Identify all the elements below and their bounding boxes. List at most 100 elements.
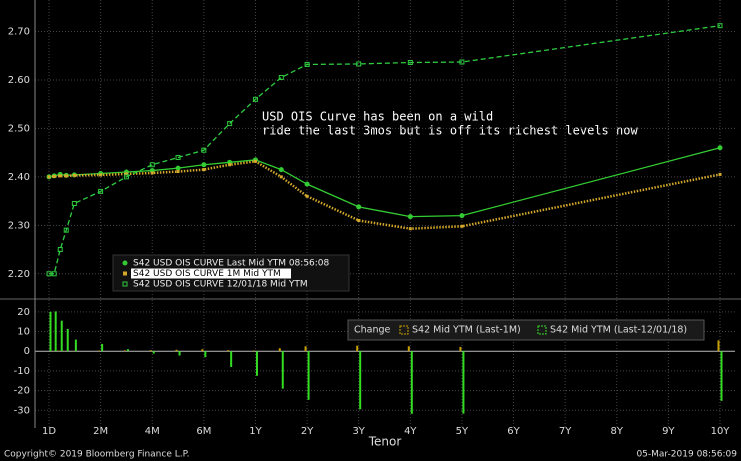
bar [255,351,258,376]
y-tick-label: 10 [17,327,30,338]
legend-box [347,319,705,341]
marker [201,147,207,153]
marker [201,162,207,168]
bar [123,350,126,352]
bar [717,340,720,352]
x-tick-label: 8Y [611,426,624,437]
marker [460,224,464,228]
marker [123,174,129,180]
legend-label: S42 Mid YTM (Last-12/01/18) [550,325,687,336]
legend-label: S42 Mid YTM (Last-1M) [412,325,521,336]
bar [307,351,310,400]
bar [178,351,181,356]
copyright: Copyright© 2019 Bloomberg Finance L.P. [4,450,189,460]
legend-title: Change [354,325,391,336]
bar [101,343,104,352]
bar [149,350,152,352]
legend-label: S42 USD OIS CURVE 12/01/18 Mid YTM [133,280,308,290]
marker [718,172,722,176]
legend-marker [122,260,128,266]
timestamp: 05-Mar-2019 08:56:09 [636,450,737,460]
x-tick-label: 5Y [456,426,469,437]
legend-highlight [131,268,291,279]
marker [407,60,413,66]
y-tick-label: 2.20 [8,269,30,280]
marker [47,175,51,179]
x-tick-label: 10Y [711,426,731,437]
x-tick-label: 4Y [404,426,417,437]
bar [230,351,233,367]
bar [66,328,69,352]
y-tick-label: -20 [14,386,30,397]
marker [175,165,181,171]
legend-label: S42 USD OIS CURVE Last Mid YTM 08:56:08 [133,259,330,269]
x-tick-label: 6Y [507,426,520,437]
bar [459,346,462,352]
bar [60,320,63,352]
marker [150,171,154,175]
x-tick-label: 1Y [249,426,262,437]
bar [54,311,57,352]
marker [98,188,104,194]
bar [175,349,178,352]
bar [74,339,77,352]
bar [278,348,281,352]
marker [99,173,103,177]
marker [176,170,180,174]
legend-marker [122,281,128,287]
marker [304,61,310,67]
marker [63,227,69,233]
marker [459,213,465,219]
marker [253,159,257,163]
marker [202,168,206,172]
x-tick-label: 3Y [352,426,365,437]
marker [58,174,62,178]
x-tick-label: 7Y [559,426,572,437]
y-tick-label: 2.50 [8,123,30,134]
y-tick-label: 20 [17,307,30,318]
legend-marker [537,325,547,335]
marker [356,61,362,67]
marker [57,247,63,253]
y-tick-label: -30 [14,405,30,416]
marker [407,214,413,220]
marker [278,167,284,173]
marker [71,201,77,207]
marker [52,174,56,178]
marker [279,175,283,179]
x-tick-label: 2M [93,426,108,437]
marker [304,181,310,187]
bar [57,350,60,352]
bar [462,351,465,414]
marker [278,75,284,81]
legend-marker [123,271,127,276]
y-tick-label: 2.30 [8,220,30,231]
y-tick-label: -10 [14,366,30,377]
marker [72,173,76,177]
bar [204,351,207,358]
y-tick-label: 2.60 [8,75,30,86]
marker [64,174,68,178]
y-tick-label: 2.40 [8,172,30,183]
x-tick-label: 4M [145,426,160,437]
bar [252,350,255,352]
y-tick-label: 0 [24,346,30,357]
marker [227,121,233,127]
annotation: ride the last 3mos but is off its riches… [262,124,638,138]
bar [407,346,410,352]
x-axis-title: Tenor [368,435,402,449]
marker [717,23,723,29]
bar [410,351,413,414]
marker [357,218,361,222]
marker [149,162,155,168]
marker [356,204,362,210]
bar [359,351,362,410]
marker [459,59,465,65]
x-tick-label: 9Y [662,426,675,437]
marker [252,96,258,102]
bar [720,351,723,401]
bar [98,350,101,352]
bar [304,346,307,352]
